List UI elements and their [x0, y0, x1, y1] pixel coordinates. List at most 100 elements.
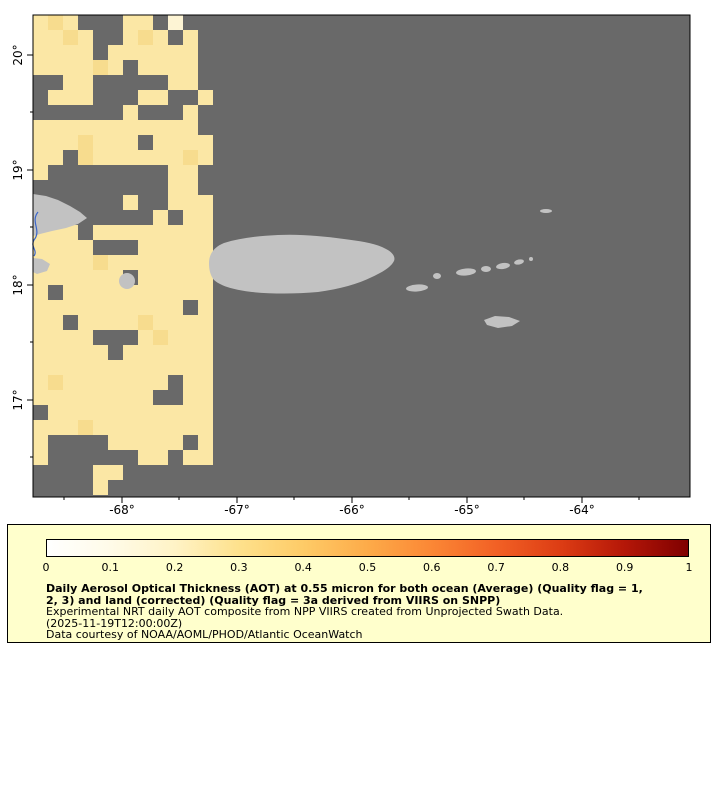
- aot-cell: [168, 315, 183, 330]
- aot-cell: [138, 375, 153, 390]
- aot-cell: [153, 30, 168, 45]
- aot-cell: [183, 165, 198, 180]
- aot-cell: [93, 120, 108, 135]
- aot-cell: [183, 150, 198, 165]
- aot-cell: [183, 375, 198, 390]
- aot-cell: [138, 150, 153, 165]
- aot-cell: [153, 435, 168, 450]
- colorbar-tick-labels: 0 0.1 0.2 0.3 0.4 0.5 0.6 0.7 0.8 0.9 1: [43, 561, 693, 575]
- aot-cell: [183, 60, 198, 75]
- aot-cell: [93, 405, 108, 420]
- aot-cell: [33, 60, 48, 75]
- aot-cell: [78, 300, 93, 315]
- colorbar-tick-label: 0.3: [230, 561, 248, 574]
- vieques-island: [406, 284, 428, 292]
- aot-cell: [48, 240, 63, 255]
- aot-cell: [123, 345, 138, 360]
- aot-cell: [153, 45, 168, 60]
- aot-cell: [138, 255, 153, 270]
- aot-cell: [168, 345, 183, 360]
- aot-cell: [33, 240, 48, 255]
- legend-timestamp: (2025-11-19T12:00:00Z): [46, 616, 183, 630]
- aot-cell: [78, 30, 93, 45]
- aot-cell: [48, 390, 63, 405]
- lon-tick-label: -65°: [454, 503, 480, 517]
- aot-cell: [168, 270, 183, 285]
- aot-map-figure: -68° -67° -66° -65° -64° 20° 19° 18° 17°: [11, 14, 691, 517]
- aot-cell: [198, 435, 213, 450]
- aot-cell: [123, 30, 138, 45]
- puerto-rico: [209, 234, 395, 294]
- aot-cell: [183, 225, 198, 240]
- aot-cell: [168, 360, 183, 375]
- aot-cell: [48, 360, 63, 375]
- aot-cell: [93, 150, 108, 165]
- aot-cell: [138, 15, 153, 30]
- lat-tick-label: 17°: [11, 389, 25, 410]
- aot-cell: [108, 375, 123, 390]
- aot-cell: [183, 240, 198, 255]
- aot-cell: [33, 150, 48, 165]
- colorbar-tick-label: 0.6: [423, 561, 441, 574]
- aot-cell: [93, 420, 108, 435]
- aot-cell: [168, 420, 183, 435]
- aot-cell: [138, 390, 153, 405]
- aot-cell: [168, 75, 183, 90]
- aot-cell: [153, 240, 168, 255]
- aot-cell: [63, 375, 78, 390]
- colorbar-tick-label: 0.7: [487, 561, 505, 574]
- lat-tick-label: 20°: [11, 44, 25, 65]
- aot-cell: [138, 120, 153, 135]
- aot-cell: [48, 375, 63, 390]
- aot-cell: [198, 360, 213, 375]
- aot-cell: [153, 450, 168, 465]
- aot-cell: [138, 405, 153, 420]
- aot-cell: [183, 315, 198, 330]
- aot-cell: [168, 45, 183, 60]
- aot-cell: [78, 60, 93, 75]
- aot-cell: [33, 375, 48, 390]
- legend-caption: Daily Aerosol Optical Thickness (AOT) at…: [46, 583, 706, 641]
- aot-cell: [63, 360, 78, 375]
- aot-cell: [48, 30, 63, 45]
- aot-cell: [138, 240, 153, 255]
- aot-cell: [93, 360, 108, 375]
- aot-cell: [153, 360, 168, 375]
- aot-cell: [183, 345, 198, 360]
- aot-cell: [198, 285, 213, 300]
- aot-cell: [78, 330, 93, 345]
- culebra-island: [433, 273, 441, 279]
- aot-cell: [183, 390, 198, 405]
- aot-cell: [198, 405, 213, 420]
- aot-cell: [108, 45, 123, 60]
- aot-cell: [78, 75, 93, 90]
- aot-cell: [48, 45, 63, 60]
- aot-cell: [168, 180, 183, 195]
- aot-cell: [198, 330, 213, 345]
- aot-cell: [63, 405, 78, 420]
- aot-cell: [198, 195, 213, 210]
- aot-cell: [153, 375, 168, 390]
- aot-cell: [138, 285, 153, 300]
- aot-cell: [123, 15, 138, 30]
- aot-cell: [123, 435, 138, 450]
- aot-cell: [123, 315, 138, 330]
- aot-cell: [33, 300, 48, 315]
- aot-cell: [48, 255, 63, 270]
- aot-cell: [123, 420, 138, 435]
- aot-cell: [138, 315, 153, 330]
- aot-cell: [33, 315, 48, 330]
- aot-cell: [183, 420, 198, 435]
- aot-cell: [33, 120, 48, 135]
- aot-cell: [183, 30, 198, 45]
- aot-cell: [168, 60, 183, 75]
- st-john-island: [481, 266, 491, 272]
- aot-cell: [153, 225, 168, 240]
- aot-cell: [183, 450, 198, 465]
- aot-cell: [168, 435, 183, 450]
- aot-cell: [108, 435, 123, 450]
- aot-cell: [198, 420, 213, 435]
- aot-cell: [33, 285, 48, 300]
- aot-cell: [198, 390, 213, 405]
